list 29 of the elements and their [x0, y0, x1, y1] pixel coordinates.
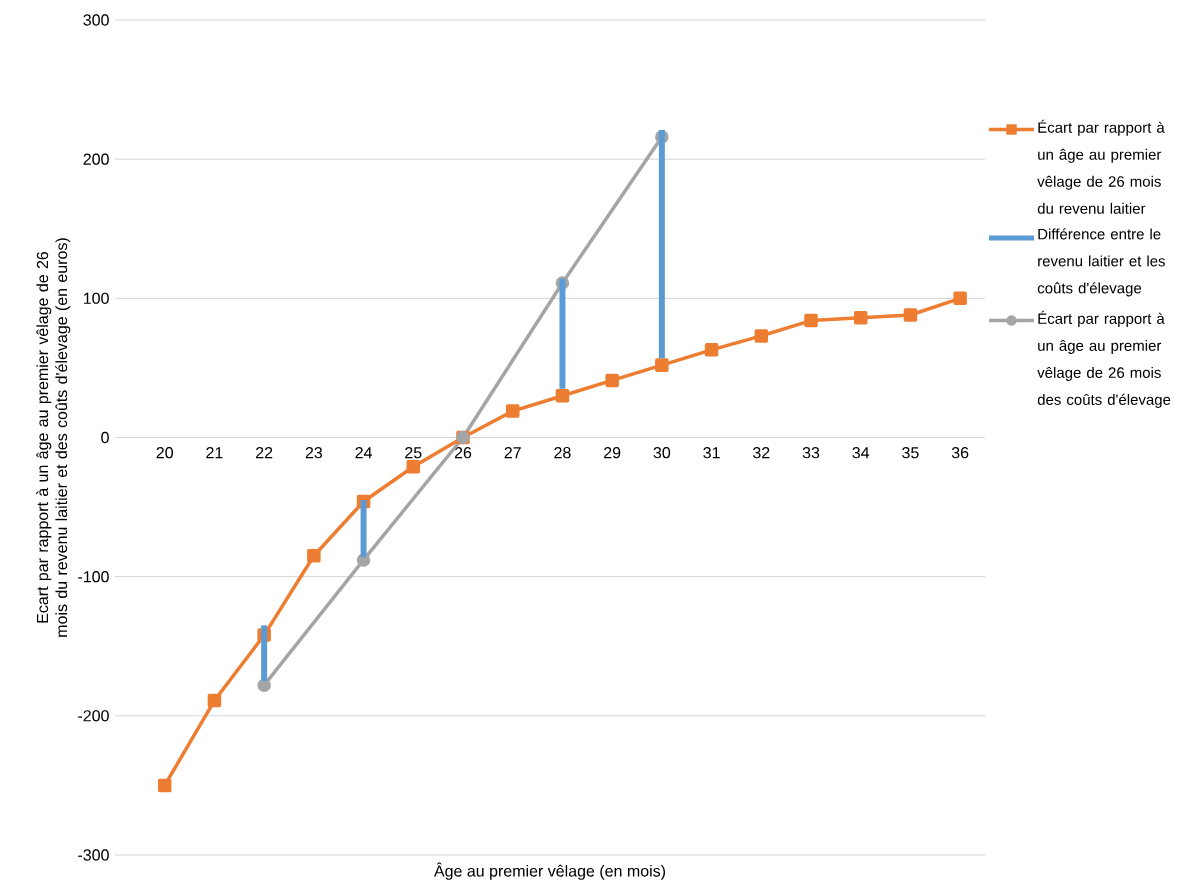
y-tick-label: 100: [84, 292, 109, 304]
x-tick-label: 24: [355, 447, 372, 459]
x-tick-label: 33: [802, 447, 820, 459]
x-tick-label: 26: [454, 447, 472, 459]
x-tick-label: 28: [554, 447, 571, 459]
x-tick-label: 30: [653, 447, 671, 459]
y-tick-label: -100: [78, 571, 109, 583]
x-tick-label: 27: [504, 447, 521, 459]
x-tick-label: 20: [156, 447, 173, 459]
x-axis-title: Âge au premier vêlage (en mois): [433, 862, 666, 880]
y-tick-label: 0: [101, 431, 109, 444]
y-tick-label: 200: [83, 153, 109, 165]
x-tick-label: 25: [405, 447, 422, 459]
y-tick-label: 300: [83, 14, 109, 26]
y-axis-title: Ecart par rapport à un âge au premier vêlage de 26 mois du revenu laitier et des coûts d'élevage (en euros): [36, 238, 71, 637]
legend-label: Écart par rapport à un âge au premier vêlage de 26 mois du revenu laitier: [1037, 119, 1165, 214]
legend-label: Différence entre le revenu laitier et les coûts d'élevage: [1037, 228, 1165, 297]
x-tick-label: 36: [951, 447, 969, 459]
y-tick-label: -200: [78, 710, 109, 722]
x-tick-label: 23: [305, 447, 323, 459]
x-tick-label: 29: [604, 447, 621, 459]
x-tick-label: 34: [852, 447, 870, 459]
x-tick-label: 31: [703, 447, 720, 459]
x-tick-label: 32: [753, 447, 770, 459]
x-tick-label: 35: [902, 447, 919, 459]
y-tick-label: -300: [78, 849, 109, 861]
legend-label: Écart par rapport à un âge au premier vêlage de 26 mois des coûts d'élevage: [1037, 310, 1171, 408]
x-tick-label: 21: [206, 447, 223, 459]
x-tick-label: 22: [256, 447, 273, 459]
